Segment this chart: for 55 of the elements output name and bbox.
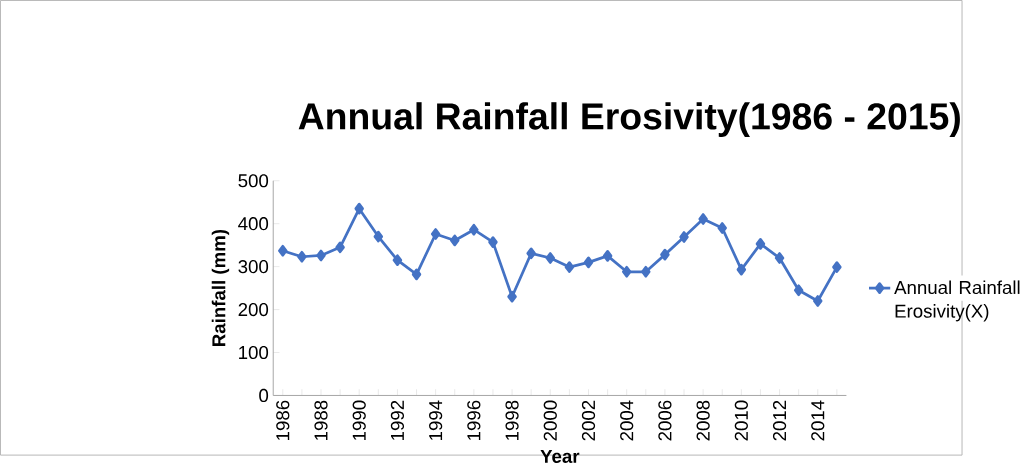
point — [335, 241, 345, 254]
x-tick-label: 2014 — [811, 400, 825, 441]
x-tick-label: 2006 — [658, 400, 672, 441]
point — [392, 254, 403, 266]
point — [297, 250, 307, 263]
y-tick-label: 0 — [259, 388, 269, 403]
point — [813, 295, 823, 307]
y-tick-label: 200 — [238, 302, 269, 317]
point — [755, 237, 766, 250]
x-tick-label: 1986 — [276, 400, 290, 440]
point — [660, 248, 670, 261]
point — [717, 222, 727, 234]
point — [698, 213, 708, 225]
point — [354, 202, 364, 215]
point — [621, 265, 632, 278]
y-tick-label: 100 — [239, 345, 269, 360]
point — [602, 249, 613, 262]
point — [641, 265, 651, 278]
x-tick-label: 1996 — [467, 400, 481, 440]
x-tick-label: 1988 — [314, 400, 328, 440]
x-tick-label: 1990 — [352, 400, 366, 440]
x-tick-label: 2004 — [620, 400, 634, 441]
point — [411, 268, 422, 281]
x-axis-title: Year — [540, 449, 580, 463]
chart-title: Annual Rainfall Erosivity(1986 - 2015) — [298, 102, 960, 137]
point — [450, 234, 460, 247]
y-tick-label: 300 — [238, 259, 269, 274]
y-tick-label: 400 — [238, 217, 269, 231]
x-tick-label: 2010 — [734, 400, 748, 441]
point — [469, 223, 479, 236]
point — [373, 230, 384, 243]
point — [793, 284, 804, 297]
point — [545, 252, 556, 264]
x-tick-label: 2000 — [543, 400, 557, 441]
point — [526, 247, 536, 260]
point — [736, 263, 747, 276]
x-tick-label: 1998 — [505, 400, 519, 440]
y-axis-title: Rainfall (mm) — [211, 229, 230, 346]
point — [679, 231, 689, 243]
x-tick-label: 1994 — [429, 400, 443, 440]
point — [430, 228, 441, 240]
x-tick-label: 2012 — [772, 400, 787, 441]
x-tick-label: 1992 — [390, 400, 405, 440]
point — [316, 249, 326, 262]
legend-label: Annual Rainfall Erosivity(X) — [894, 280, 1020, 322]
point — [583, 256, 594, 269]
point — [278, 244, 288, 257]
point — [564, 261, 575, 273]
point — [774, 252, 785, 264]
point — [832, 261, 842, 273]
point — [507, 290, 517, 303]
point — [488, 236, 498, 248]
y-tick-label: 500 — [238, 174, 269, 188]
x-tick-label: 2002 — [581, 400, 596, 441]
x-tick-label: 2008 — [696, 400, 710, 441]
